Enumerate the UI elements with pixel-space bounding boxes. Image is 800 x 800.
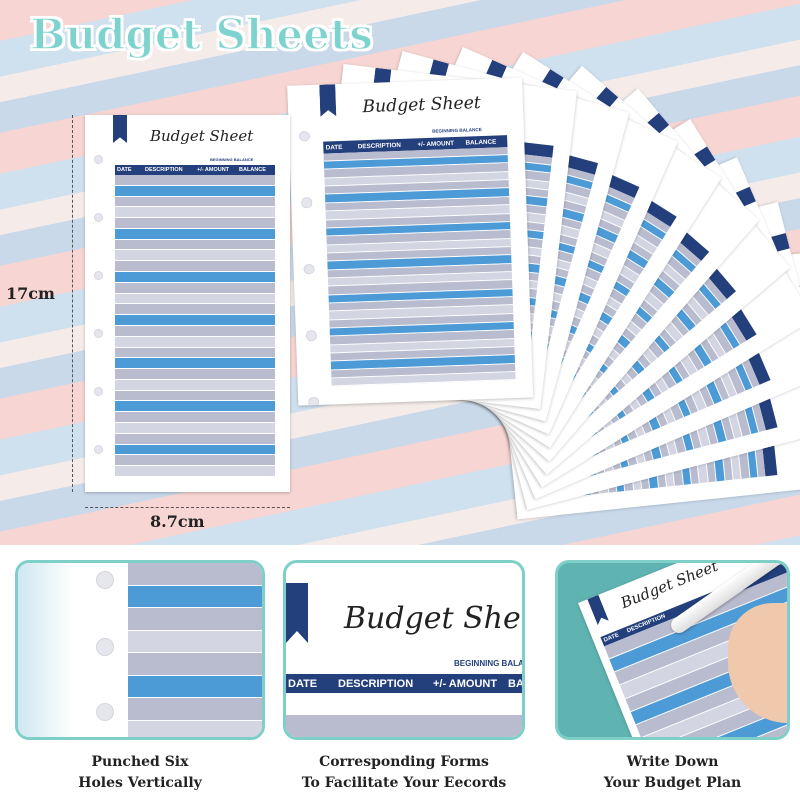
- table-row: [115, 369, 275, 380]
- caption-line: Corresponding Forms: [319, 754, 489, 770]
- col-date: DATE: [288, 677, 318, 690]
- panel-punched-holes: [15, 560, 265, 740]
- punch-hole: [318, 418, 324, 422]
- column-header: DATE: [117, 167, 132, 173]
- caption-punched-holes: Punched Six Holes Vertically: [15, 752, 265, 794]
- col-description: DESCRIPTION: [338, 677, 414, 690]
- sheet-title: Budget Sheet: [344, 601, 522, 636]
- table-row: [115, 347, 275, 359]
- punch-hole: [306, 330, 317, 341]
- table-header: DATE DESCRIPTION +/- AMOUNT BALANCE: [115, 165, 275, 175]
- table-row: [115, 282, 275, 294]
- budget-sheet-single: Budget Sheet BEGINNING BALANCE DATE DESCRIP…: [85, 115, 290, 492]
- table-row: [115, 466, 275, 477]
- sheet-title: Budget Sheet: [150, 127, 254, 145]
- table-row: [115, 315, 275, 326]
- caption-forms: Corresponding Forms To Facilitate Your Ee…: [283, 752, 525, 794]
- table-header: DATE DESCRIPTION +/- AMOUNT BALANCE: [286, 674, 524, 693]
- ribbon-bookmark: [113, 115, 127, 143]
- table-row: [115, 250, 275, 262]
- punch-hole: [299, 130, 310, 142]
- caption-line: To Facilitate Your Eecords: [301, 775, 507, 791]
- table-row: [115, 444, 275, 456]
- height-dimension-line: [72, 115, 73, 492]
- table-row: [115, 218, 275, 229]
- col-amount: +/- AMOUNT: [433, 677, 498, 690]
- table-row: [115, 272, 275, 283]
- table-row: [115, 379, 275, 391]
- sheet-rows: [115, 175, 275, 477]
- caption-write-down: Write Down Your Budget Plan: [555, 752, 790, 794]
- table-row: [115, 358, 275, 370]
- page-title: Budget Sheets: [29, 9, 373, 60]
- ribbon-bookmark: [286, 583, 308, 643]
- table-row: [115, 175, 275, 186]
- punch-hole: [96, 703, 114, 721]
- table-row: [128, 585, 262, 608]
- table-row: [286, 715, 522, 737]
- caption-line: Punched Six: [91, 754, 189, 770]
- punch-hole: [96, 638, 114, 656]
- table-row: [115, 228, 275, 240]
- column-header: BALANCE: [465, 138, 497, 147]
- punch-hole: [94, 213, 103, 222]
- table-row: [115, 412, 275, 423]
- table-row: [115, 293, 275, 305]
- column-header: DESCRIPTION: [145, 167, 183, 173]
- width-dimension-line: [85, 507, 290, 508]
- punch-hole: [94, 387, 103, 396]
- table-row: [115, 261, 275, 273]
- table-row: [128, 653, 262, 676]
- punch-hole: [308, 396, 320, 406]
- table-row: [128, 563, 262, 586]
- beginning-balance-label: BEGINNING BALANCE: [454, 659, 524, 668]
- col-balance: BALANCE: [508, 677, 524, 690]
- ribbon-bookmark: [587, 595, 609, 625]
- punch-hole: [301, 197, 313, 209]
- width-label: 8.7cm: [150, 512, 205, 531]
- column-header: +/- AMOUNT: [197, 167, 230, 173]
- budget-sheet-fanned: Budget Sheet BEGINNING BALANCE DATE DESCRIP…: [287, 77, 534, 406]
- table-row: [115, 455, 275, 467]
- table-row: [115, 433, 275, 445]
- table-row: [115, 422, 275, 434]
- caption-line: Holes Vertically: [78, 775, 202, 791]
- punch-hole: [94, 445, 103, 454]
- column-header: DESCRIPTION: [357, 141, 401, 150]
- table-row: [128, 698, 262, 721]
- column-header: +/- AMOUNT: [417, 139, 455, 148]
- column-header: BALANCE: [239, 167, 266, 173]
- column-header: DATE: [325, 143, 343, 152]
- caption-line: Write Down: [626, 754, 719, 770]
- sheet-rows: [323, 146, 516, 387]
- caption-line: Your Budget Plan: [603, 775, 742, 791]
- height-label: 17cm: [6, 284, 55, 303]
- table-row: [115, 390, 275, 402]
- table-row: [115, 196, 275, 208]
- punch-hole: [94, 329, 103, 338]
- beginning-balance-label: BEGINNING BALANCE: [432, 127, 482, 134]
- sheet-rows: [128, 563, 262, 737]
- punch-hole: [303, 263, 315, 275]
- table-row: [115, 336, 275, 348]
- ribbon-bookmark: [319, 84, 336, 117]
- sheet-title: Budget Sheet: [362, 92, 482, 117]
- punch-hole: [96, 571, 114, 589]
- table-row: [128, 630, 262, 653]
- panel-write-down: Budget Sheet DATE DESCRIPTION: [555, 560, 790, 740]
- punch-hole: [94, 155, 103, 164]
- panel-forms: Budget Sheet BEGINNING BALANCE DATE DESC…: [283, 560, 525, 740]
- table-row: [115, 304, 275, 316]
- beginning-balance-label: BEGINNING BALANCE: [210, 157, 254, 162]
- table-row: [128, 675, 262, 698]
- punch-hole: [94, 271, 103, 280]
- table-row: [115, 401, 275, 413]
- table-row: [128, 608, 262, 631]
- table-row: [115, 325, 275, 337]
- table-row: [128, 720, 262, 737]
- background: [18, 563, 73, 737]
- table-row: [115, 185, 275, 197]
- table-row: [115, 207, 275, 219]
- table-row: [115, 239, 275, 251]
